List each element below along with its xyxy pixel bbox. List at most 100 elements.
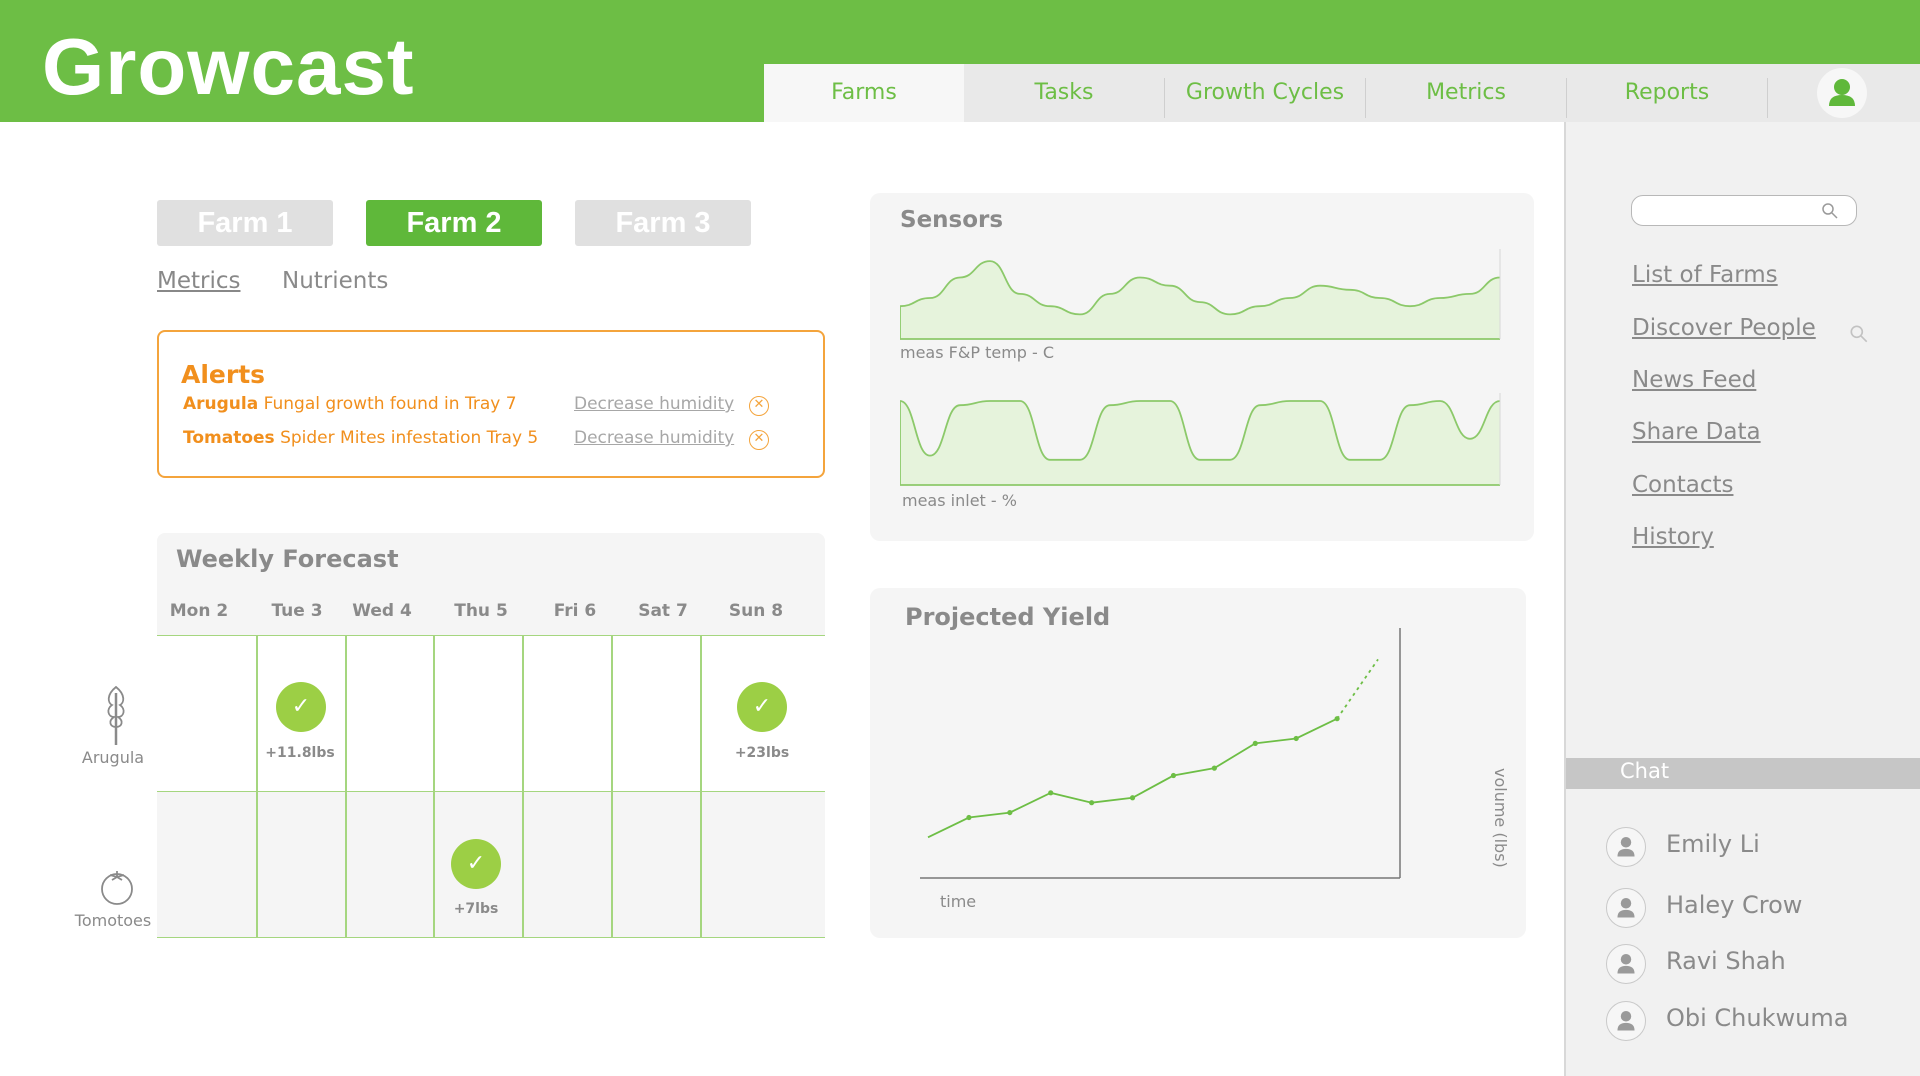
day-label: Mon 2 [169, 601, 229, 621]
alert-action-link[interactable]: Decrease humidity [574, 428, 735, 448]
alert-crop: Tomatoes [183, 428, 275, 448]
grid-divider [522, 635, 524, 938]
crop-label-arugula: Arugula [81, 748, 145, 767]
person-avatar-icon [1606, 888, 1646, 928]
sidebar-link-list-of-farms[interactable]: List of Farms [1632, 262, 1778, 288]
grid-divider [256, 635, 258, 938]
tab-farms[interactable]: Farms [764, 64, 964, 122]
yield-data-point [1129, 795, 1136, 801]
sidebar-link-contacts[interactable]: Contacts [1632, 472, 1734, 498]
crop-label-tomatoes: Tomotoes [74, 911, 152, 930]
farm-2-button[interactable]: Farm 2 [366, 200, 542, 246]
harvest-amount: +11.8lbs [265, 745, 335, 761]
user-icon [1829, 79, 1855, 106]
tab-tasks[interactable]: Tasks [1034, 80, 1094, 105]
nav-divider [1767, 78, 1768, 118]
farm-3-button[interactable]: Farm 3 [575, 200, 751, 246]
tab-reports[interactable]: Reports [1624, 80, 1710, 105]
search-icon[interactable] [1820, 201, 1840, 221]
day-label: Thu 5 [454, 601, 508, 621]
nav-divider [1566, 78, 1567, 118]
tomato-icon [101, 871, 133, 905]
alert-message: Fungal growth found in Tray 7 [263, 394, 517, 414]
grid-divider [611, 635, 613, 938]
yield-x-axis-label: time [940, 892, 977, 911]
sensor-temp-chart [900, 249, 1501, 340]
forecast-row-arugula [157, 635, 825, 791]
sidebar-link-discover-people[interactable]: Discover People [1632, 315, 1816, 341]
alert-item: Arugula Fungal growth found in Tray 7 [183, 394, 517, 414]
day-label: Fri 6 [553, 601, 597, 621]
day-label: Wed 4 [352, 601, 412, 621]
subtab-metrics[interactable]: Metrics [157, 268, 241, 294]
person-avatar-icon [1606, 944, 1646, 984]
day-label: Sat 7 [638, 601, 688, 621]
yield-data-point [1007, 809, 1013, 816]
harvest-check-icon[interactable]: ✓ [276, 682, 326, 732]
search-icon[interactable] [1848, 323, 1870, 345]
alerts-title: Alerts [181, 360, 266, 389]
yield-data-point [1048, 790, 1054, 796]
sidebar-link-history[interactable]: History [1632, 524, 1714, 550]
dismiss-alert-icon[interactable]: ✕ [749, 396, 769, 416]
harvest-amount: +7lbs [453, 901, 499, 917]
person-avatar-icon [1606, 827, 1646, 867]
farm-1-button[interactable]: Farm 1 [157, 200, 333, 246]
yield-data-point [1170, 772, 1177, 779]
yield-series-line [927, 717, 1338, 839]
alert-action-link[interactable]: Decrease humidity [574, 394, 735, 414]
yield-data-point [966, 814, 972, 821]
chat-header[interactable]: Chat [1566, 758, 1920, 789]
harvest-check-icon[interactable]: ✓ [737, 682, 787, 732]
yield-data-point [1211, 765, 1217, 771]
sensor-caption: meas inlet - % [902, 491, 1017, 510]
projected-series-line [1336, 658, 1379, 720]
search-input[interactable] [1640, 199, 1820, 221]
app-header: Growcast Farms Tasks Growth Cycles Metri… [0, 0, 1920, 122]
grid-divider [345, 635, 347, 938]
sensors-title: Sensors [900, 207, 1004, 233]
tab-metrics[interactable]: Metrics [1426, 80, 1506, 105]
weekly-forecast-panel: Weekly Forecast Mon 2 Tue 3 Wed 4 Thu 5 … [157, 533, 825, 938]
sensor-line [900, 400, 1501, 461]
yield-data-point [1089, 800, 1095, 806]
person-avatar-icon [1606, 1001, 1646, 1041]
chat-contact-name: Obi Chukwuma [1666, 1004, 1849, 1032]
sensor-inlet-chart [900, 393, 1501, 486]
alert-message: Spider Mites infestation Tray 5 [280, 428, 539, 448]
alert-crop: Arugula [183, 394, 259, 414]
right-sidebar: List of Farms Discover People News Feed … [1564, 122, 1920, 1076]
projected-yield-chart [920, 628, 1401, 879]
chat-contact-name: Haley Crow [1666, 891, 1803, 919]
grid-divider [700, 635, 702, 938]
sensors-panel: Sensors meas F&P temp - C meas inlet - % [870, 193, 1534, 541]
day-label: Sun 8 [728, 601, 784, 621]
sensor-area-fill [900, 261, 1500, 339]
dismiss-alert-icon[interactable]: ✕ [749, 430, 769, 450]
harvest-check-icon[interactable]: ✓ [451, 839, 501, 889]
day-label: Tue 3 [271, 601, 323, 621]
arugula-leaf-icon [107, 685, 125, 745]
chat-contact-name: Emily Li [1666, 830, 1760, 858]
yield-data-point [1252, 740, 1258, 747]
projected-yield-panel: Projected Yield time volume (lbs) [870, 588, 1526, 938]
sidebar-link-share-data[interactable]: Share Data [1632, 419, 1761, 445]
yield-title: Projected Yield [905, 603, 1111, 631]
chat-contact-name: Ravi Shah [1666, 947, 1786, 975]
tab-growth-cycles[interactable]: Growth Cycles [1185, 80, 1345, 105]
alerts-panel: Alerts Arugula Fungal growth found in Tr… [157, 330, 825, 478]
forecast-title: Weekly Forecast [176, 545, 399, 573]
search-field[interactable] [1631, 195, 1857, 226]
chat-title: Chat [1620, 759, 1670, 783]
nav-divider [1365, 78, 1366, 118]
yield-y-axis-label: volume (lbs) [1491, 768, 1510, 868]
main-nav: Farms Tasks Growth Cycles Metrics Report… [764, 64, 1920, 122]
sidebar-link-news-feed[interactable]: News Feed [1632, 367, 1757, 393]
sensor-line [900, 260, 1501, 316]
forecast-grid: ✓ +11.8lbs ✓ +23lbs ✓ +7lbs [157, 635, 825, 938]
yield-data-point [1293, 735, 1299, 742]
user-avatar-button[interactable] [1817, 68, 1867, 118]
subtab-nutrients[interactable]: Nutrients [282, 268, 389, 294]
nav-divider [1164, 78, 1165, 118]
alert-item: Tomatoes Spider Mites infestation Tray 5 [183, 428, 538, 448]
